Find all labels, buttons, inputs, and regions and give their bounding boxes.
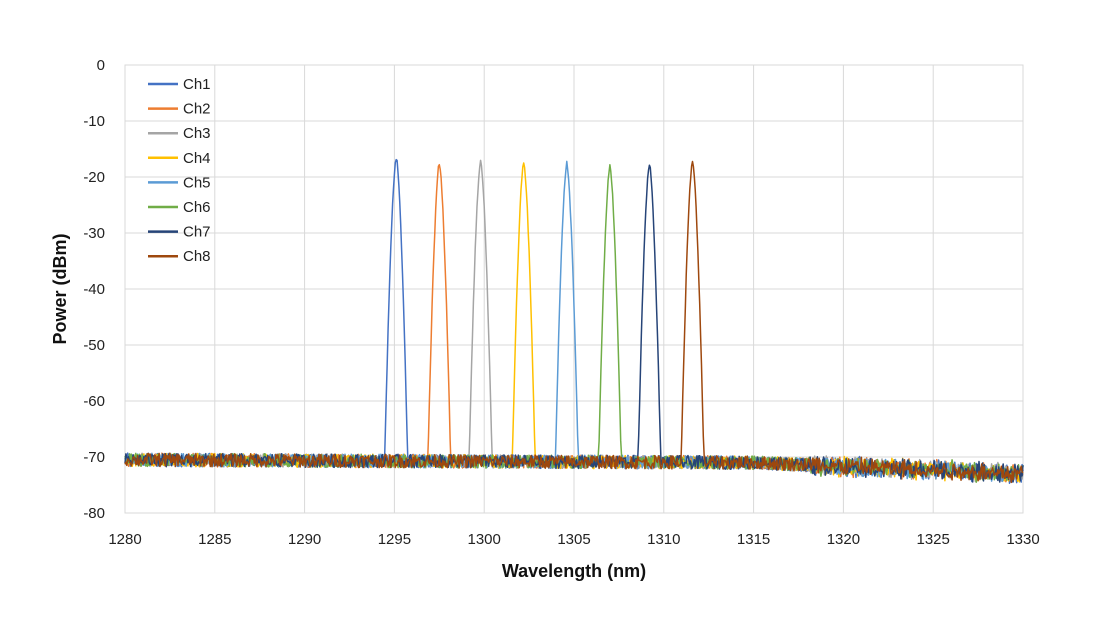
y-tick-label: -70 — [83, 449, 105, 466]
legend-label: Ch5 — [183, 174, 211, 191]
x-tick-label: 1290 — [288, 531, 321, 548]
y-tick-label: 0 — [97, 57, 105, 74]
x-tick-label: 1320 — [827, 531, 860, 548]
x-tick-label: 1330 — [1006, 531, 1039, 548]
legend-label: Ch1 — [183, 76, 211, 93]
x-tick-label: 1300 — [468, 531, 501, 548]
legend-label: Ch7 — [183, 224, 211, 241]
x-tick-label: 1310 — [647, 531, 680, 548]
y-tick-label: -80 — [83, 505, 105, 522]
legend: Ch1 Ch2 Ch3 Ch4 Ch5 Ch6 Ch7 Ch8 — [148, 76, 211, 265]
x-tick-label: 1305 — [557, 531, 590, 548]
y-tick-label: -60 — [83, 393, 105, 410]
x-axis-title: Wavelength (nm) — [502, 561, 646, 581]
x-tick-label: 1280 — [108, 531, 141, 548]
x-tick-label: 1325 — [917, 531, 950, 548]
legend-label: Ch4 — [183, 150, 211, 167]
y-axis-title: Power (dBm) — [50, 233, 70, 344]
legend-label: Ch3 — [183, 125, 211, 142]
y-tick-label: -40 — [83, 281, 105, 298]
x-tick-label: 1295 — [378, 531, 411, 548]
y-tick-label: -10 — [83, 113, 105, 130]
x-axis-ticks: 1280 1285 1290 1295 1300 1305 1310 1315 1320 1325… — [108, 531, 1039, 548]
x-tick-label: 1285 — [198, 531, 231, 548]
y-tick-label: -50 — [83, 337, 105, 354]
x-tick-label: 1315 — [737, 531, 770, 548]
legend-label: Ch6 — [183, 199, 211, 216]
y-tick-label: -30 — [83, 225, 105, 242]
legend-label: Ch8 — [183, 248, 211, 265]
plot-area-border — [124, 64, 1024, 514]
y-axis-ticks: 0 -10 -20 -30 -40 -50 -60 -70 -80 — [83, 57, 105, 522]
series-line-ch8 — [124, 160, 1024, 484]
legend-label: Ch2 — [183, 101, 211, 118]
y-tick-label: -20 — [83, 169, 105, 186]
series-lines — [124, 158, 1024, 485]
